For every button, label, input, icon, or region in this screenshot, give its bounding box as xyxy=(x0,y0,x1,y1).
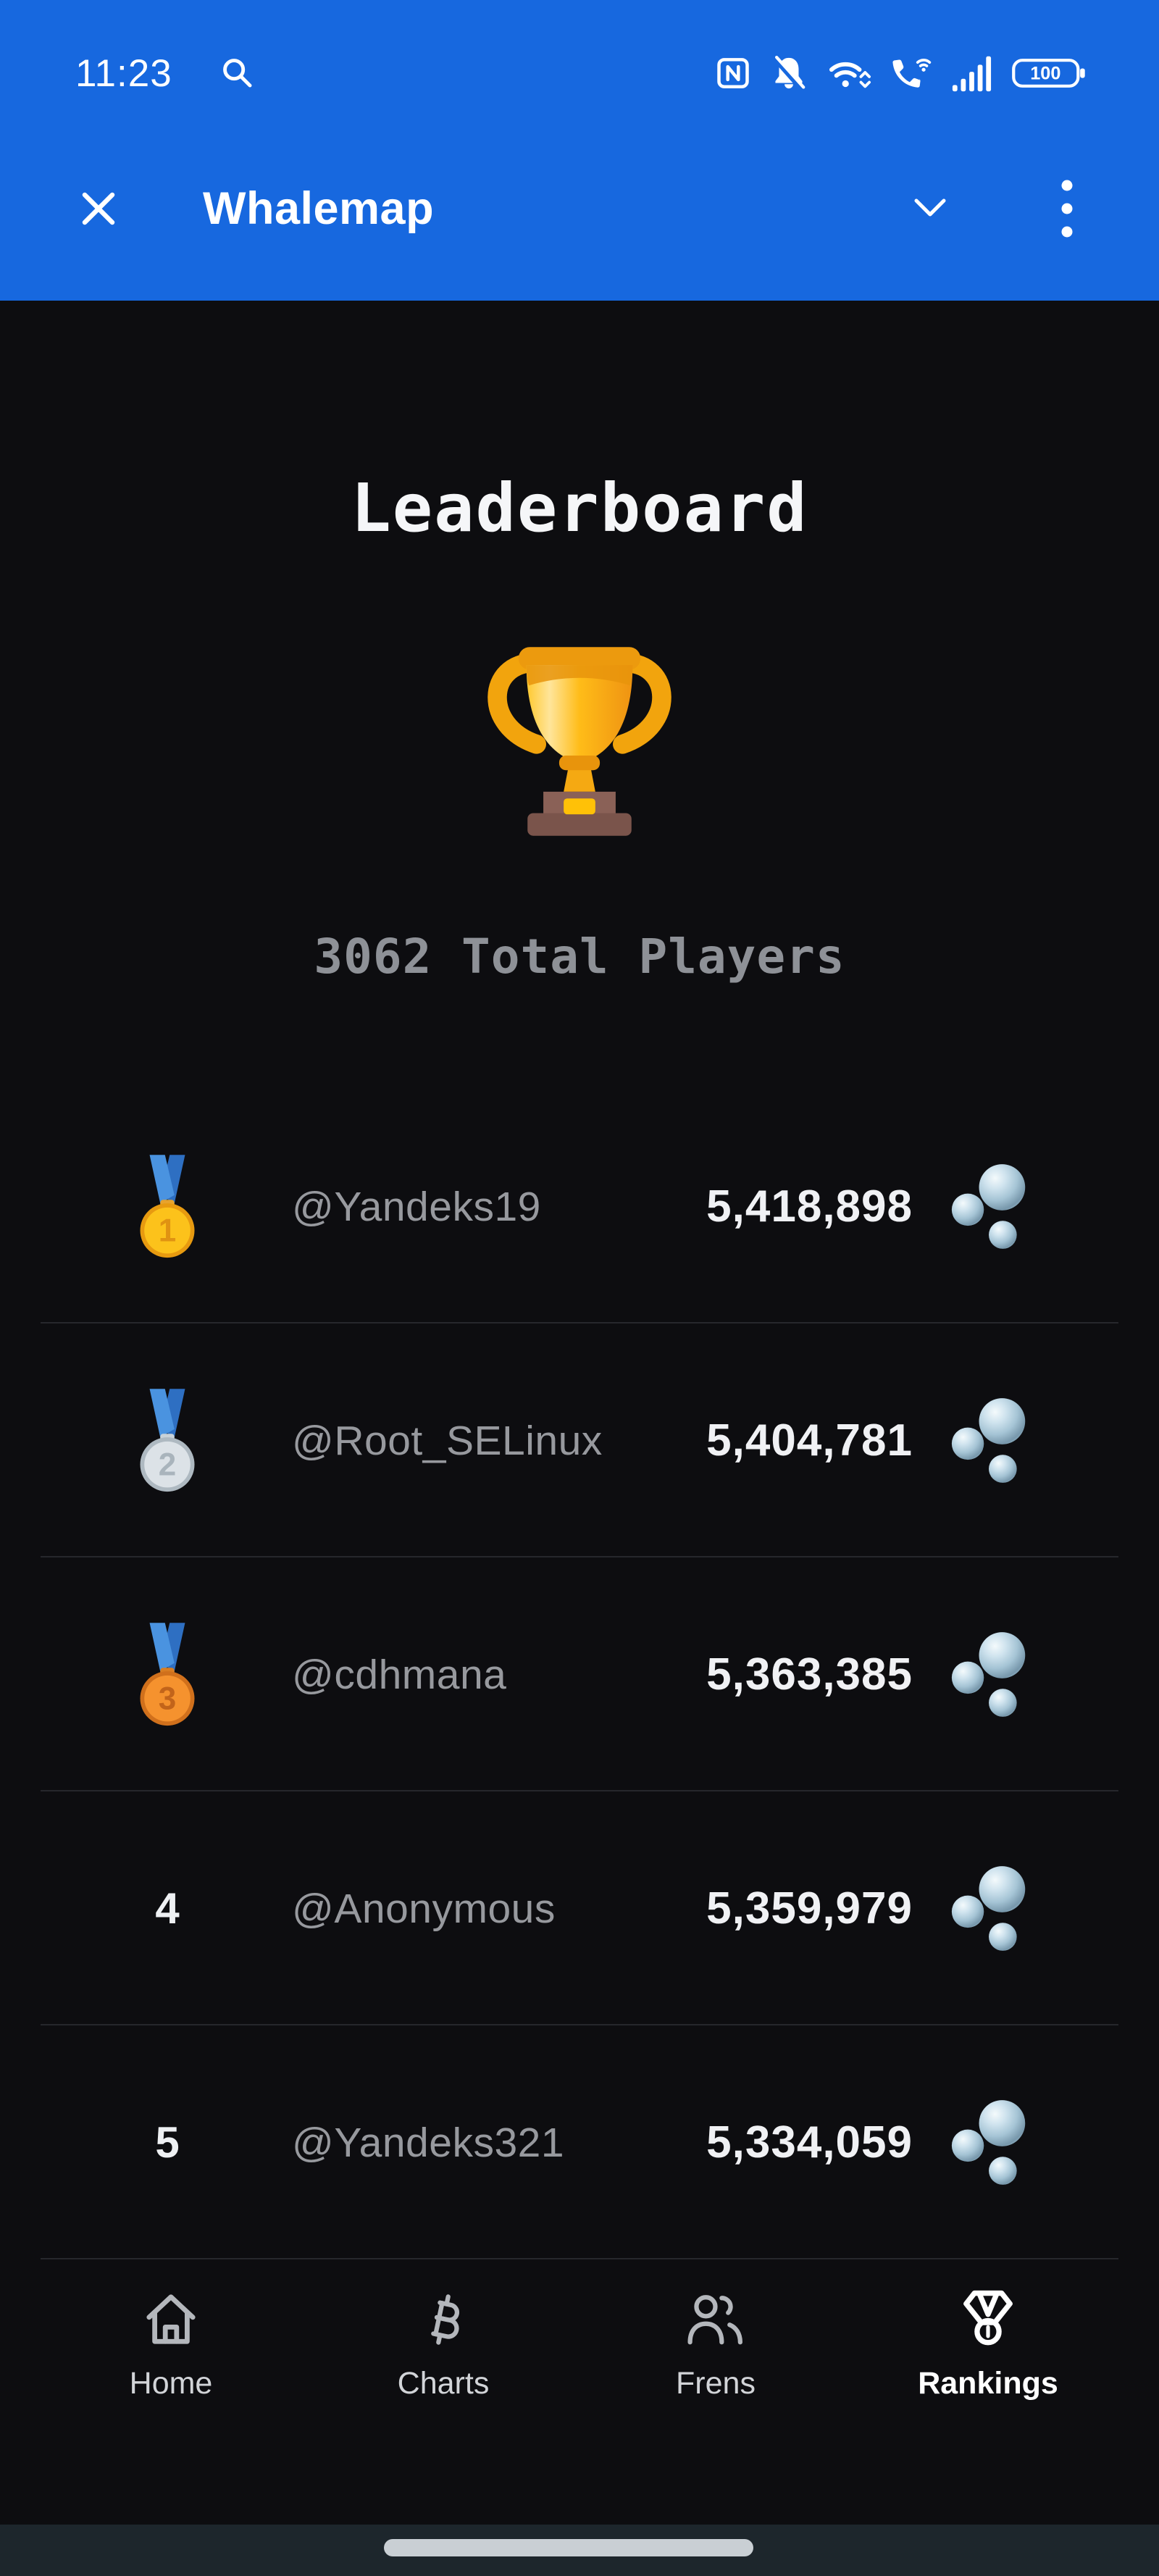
app-header: Whalemap xyxy=(0,161,1159,256)
search-icon[interactable] xyxy=(219,54,256,92)
nfc-icon xyxy=(717,58,749,88)
notifications-off-icon xyxy=(772,55,806,91)
leaderboard-row[interactable]: 5 @Yandeks321 5,334,059 xyxy=(0,2025,1159,2259)
nav-item-home[interactable]: Home xyxy=(35,2265,307,2446)
close-icon[interactable] xyxy=(75,185,122,232)
bubbles-icon xyxy=(951,1631,1026,1717)
nav-item-frens[interactable]: Frens xyxy=(580,2265,852,2446)
battery-icon: 100 xyxy=(1012,59,1085,88)
nav-label: Rankings xyxy=(918,2366,1058,2401)
row-username: @Yandeks321 xyxy=(292,2119,565,2166)
status-icons: 100 xyxy=(714,51,1087,95)
svg-text:2: 2 xyxy=(159,1447,176,1482)
total-players: 3062 Total Players xyxy=(314,929,845,984)
row-score: 5,334,059 xyxy=(706,2117,913,2167)
nav-label: Charts xyxy=(397,2366,490,2401)
leaderboard-list: 1 @Yandeks19 5,418,898 2 xyxy=(0,1090,1159,2259)
wifi-calling-icon xyxy=(892,59,932,88)
bubbles-icon xyxy=(951,1163,1026,1249)
leaderboard-row[interactable]: 2 @Root_SELinux 5,404,781 xyxy=(0,1323,1159,1557)
silver-medal-icon: 2 xyxy=(140,1388,195,1492)
nav-label: Frens xyxy=(676,2366,756,2401)
rank-number: 5 xyxy=(155,2118,180,2167)
nav-item-charts[interactable]: Charts xyxy=(307,2265,580,2446)
bronze-medal-icon: 3 xyxy=(140,1622,195,1726)
app-bar: 11:23 xyxy=(0,0,1159,301)
signal-strength-icon xyxy=(952,56,992,92)
trophy-icon xyxy=(488,647,671,836)
svg-text:100: 100 xyxy=(1030,63,1060,83)
leaderboard-row[interactable]: 3 @cdhmana 5,363,385 xyxy=(0,1557,1159,1791)
more-menu-icon[interactable] xyxy=(1060,178,1074,239)
row-score: 5,363,385 xyxy=(706,1649,913,1699)
bubbles-icon xyxy=(951,2099,1026,2185)
status-bar: 11:23 xyxy=(0,30,1159,116)
bitcoin-icon xyxy=(431,2294,459,2345)
row-score: 5,404,781 xyxy=(706,1415,913,1465)
bottom-nav: Home Charts Frens xyxy=(0,2265,1159,2446)
svg-text:3: 3 xyxy=(159,1681,176,1716)
nav-label: Home xyxy=(129,2366,213,2401)
row-score: 5,359,979 xyxy=(706,1883,913,1933)
leaderboard-title: Leaderboard xyxy=(351,469,808,547)
people-icon xyxy=(687,2295,742,2345)
bubbles-icon xyxy=(951,1397,1026,1483)
medal-icon xyxy=(963,2290,1013,2346)
leaderboard-row[interactable]: 4 @Anonymous 5,359,979 xyxy=(0,1791,1159,2025)
row-username: @Root_SELinux xyxy=(292,1417,603,1464)
bubbles-icon xyxy=(951,1865,1026,1951)
leaderboard-row[interactable]: 1 @Yandeks19 5,418,898 xyxy=(0,1090,1159,1323)
row-username: @Anonymous xyxy=(292,1885,556,1932)
row-score: 5,418,898 xyxy=(706,1182,913,1231)
gesture-handle[interactable] xyxy=(384,2539,753,2556)
status-time: 11:23 xyxy=(75,51,172,95)
svg-text:1: 1 xyxy=(159,1213,176,1248)
wifi-icon xyxy=(829,62,871,88)
nav-item-rankings[interactable]: Rankings xyxy=(852,2265,1124,2446)
page-title: Whalemap xyxy=(203,183,435,234)
row-username: @cdhmana xyxy=(292,1651,507,1698)
gold-medal-icon: 1 xyxy=(140,1154,195,1258)
row-username: @Yandeks19 xyxy=(292,1183,541,1230)
rank-number: 4 xyxy=(155,1884,180,1933)
chevron-down-icon[interactable] xyxy=(907,184,953,234)
gesture-area xyxy=(0,2525,1159,2576)
home-icon xyxy=(146,2294,196,2344)
